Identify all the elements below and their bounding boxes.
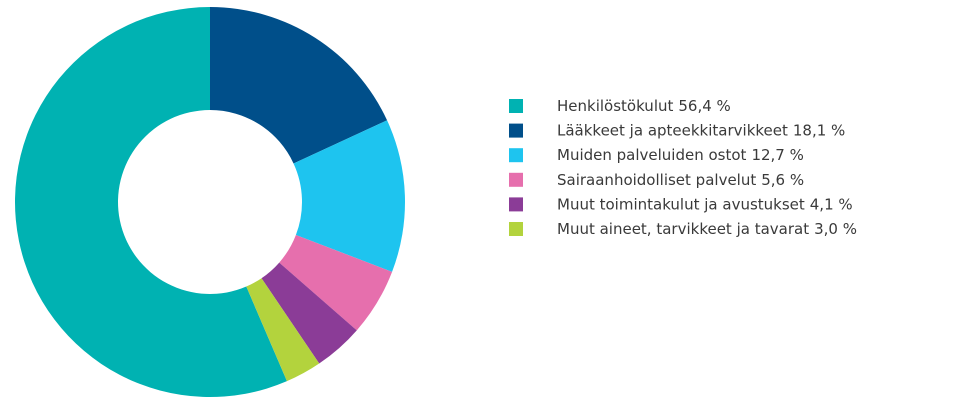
legend-swatch [509, 148, 523, 163]
legend-swatch [509, 197, 523, 212]
donut-slice [279, 234, 393, 331]
legend-value: 56,4 % [678, 97, 730, 115]
legend-value: 5,6 % [761, 170, 804, 188]
legend-label: Muut aineet, tarvikkeet ja tavarat 3,0 % [557, 220, 857, 238]
legend-swatch [509, 123, 523, 138]
legend-label: Muut toimintakulut ja avustukset 4,1 % [557, 195, 853, 213]
donut-slice [15, 7, 287, 398]
legend-name: Sairaanhoidolliset palvelut [557, 170, 756, 188]
legend-value: 18,1 % [793, 121, 845, 139]
legend-label: Sairaanhoidolliset palvelut 5,6 % [557, 170, 804, 188]
legend-name: Muut toimintakulut ja avustukset [557, 195, 805, 213]
donut-slice [293, 120, 405, 272]
legend-swatch [509, 99, 523, 113]
donut-slice [246, 278, 320, 382]
legend-name: Muut aineet, tarvikkeet ja tavarat [557, 220, 809, 238]
legend-name: Henkilöstökulut [557, 97, 673, 115]
legend-value: 12,7 % [751, 146, 803, 164]
legend-label: Henkilöstökulut 56,4 % [557, 97, 731, 115]
legend-value: 4,1 % [810, 195, 853, 213]
donut-slice [261, 262, 357, 364]
legend-label: Lääkkeet ja apteekkitarvikkeet 18,1 % [557, 121, 845, 139]
legend-name: Lääkkeet ja apteekkitarvikkeet [557, 121, 788, 139]
legend-swatch [509, 222, 523, 236]
legend-label: Muiden palveluiden ostot 12,7 % [557, 146, 804, 164]
legend-name: Muiden palveluiden ostot [557, 146, 747, 164]
legend-swatch [509, 172, 523, 187]
legend-value: 3,0 % [814, 220, 857, 238]
donut-slice [210, 7, 388, 164]
